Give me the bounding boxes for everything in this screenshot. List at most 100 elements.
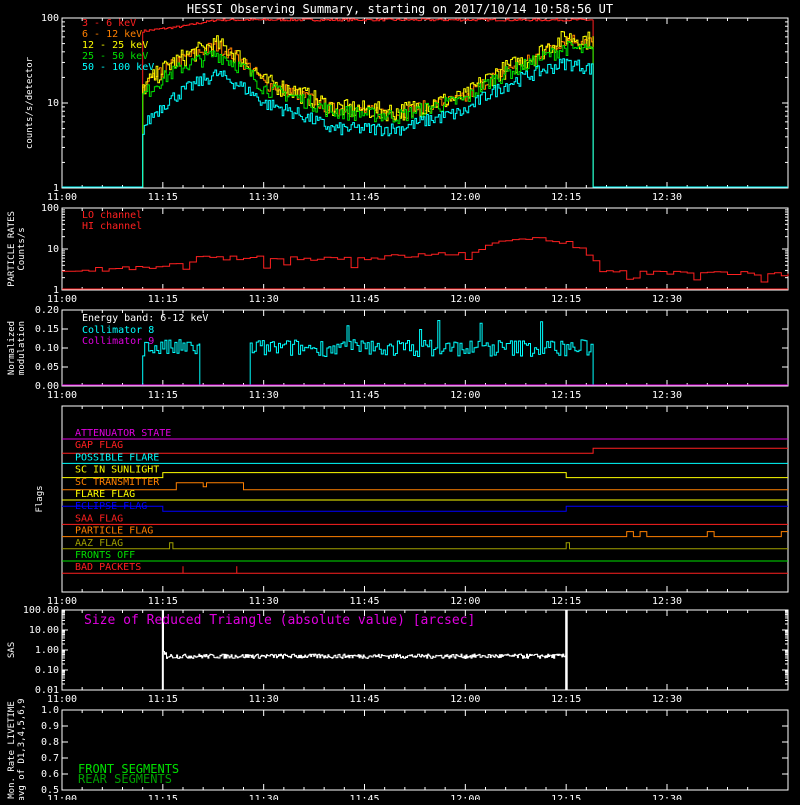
- rates-y-tick-label: 100: [41, 13, 59, 24]
- livetime-legend-entry: REAR SEGMENTS: [78, 772, 172, 786]
- livetime-y-tick-label: 0.9: [41, 721, 59, 732]
- modulation-legend-entry: Collimator 8: [82, 325, 154, 336]
- particle-time-label: 11:30: [249, 294, 279, 305]
- livetime-y-tick-label: 1.0: [41, 705, 59, 716]
- modulation-collimator-8-line: [62, 320, 788, 386]
- livetime-time-label: 11:15: [148, 794, 178, 800]
- modulation-time-label: 12:30: [652, 390, 682, 401]
- flag-line-3: [62, 472, 788, 479]
- modulation-annotation: Energy band: 6-12 keV: [82, 313, 208, 324]
- flag-label: SC TRANSMITTER: [75, 477, 160, 488]
- rates-y-tick-label: 10: [47, 98, 59, 109]
- livetime-time-label: 12:15: [551, 794, 581, 800]
- rates-series-line-2: [62, 31, 788, 188]
- livetime-legend-entry: FRONT SEGMENTS: [78, 762, 179, 776]
- livetime-y-tick-label: 0.5: [41, 785, 59, 796]
- flag-label: ECLIPSE FLAG: [75, 501, 147, 512]
- flag-label: SC IN SUNLIGHT: [75, 465, 159, 476]
- livetime-time-label: 11:45: [349, 794, 379, 800]
- flags-y-axis-label: Flags: [35, 485, 45, 512]
- flags-time-label: 11:15: [148, 596, 178, 607]
- flag-label: POSSIBLE FLARE: [75, 452, 159, 463]
- rates-time-label: 11:00: [47, 192, 77, 203]
- sas-y-tick-label: 10.00: [29, 625, 59, 636]
- flags-time-label: 11:00: [47, 596, 77, 607]
- modulation-time-label: 11:15: [148, 390, 178, 401]
- rates-series-line-3: [62, 41, 788, 188]
- rates-time-label: 12:00: [450, 192, 480, 203]
- livetime-y-tick-label: 0.6: [41, 769, 59, 780]
- flags-time-label: 11:30: [249, 596, 279, 607]
- flag-line-4: [62, 482, 788, 491]
- sas-y-tick-label: 0.10: [35, 665, 59, 676]
- sas-time-label: 11:30: [249, 694, 279, 705]
- flag-label: BAD PACKETS: [75, 562, 141, 573]
- rates-time-label: 11:45: [349, 192, 379, 203]
- flags-time-label: 12:15: [551, 596, 581, 607]
- livetime-time-label: 12:30: [652, 794, 682, 800]
- particle-time-label: 12:00: [450, 294, 480, 305]
- particle-y-tick-label: 100: [41, 203, 59, 214]
- flag-label: FLARE FLAG: [75, 489, 135, 500]
- particle-y-axis-label: PARTICLE RATES: [7, 211, 17, 287]
- sas-time-label: 12:30: [652, 694, 682, 705]
- rates-legend-entry: 6 - 12 keV: [82, 29, 142, 40]
- flag-label: ATTENUATOR STATE: [75, 428, 171, 439]
- particle-legend-entry: HI channel: [82, 221, 142, 232]
- modulation-time-label: 12:15: [551, 390, 581, 401]
- flags-time-label: 12:30: [652, 596, 682, 607]
- modulation-y-axis-label: Normalized: [7, 321, 17, 375]
- particle-legend-entry: LO channel: [82, 210, 142, 221]
- rates-legend-entry: 12 - 25 keV: [82, 40, 148, 51]
- livetime-y-tick-label: 0.8: [41, 737, 59, 748]
- livetime-y-axis-label: Mon. Rate LIVETIME: [7, 701, 17, 799]
- sas-y-tick-label: 100.00: [23, 605, 59, 616]
- flag-label: PARTICLE FLAG: [75, 526, 153, 537]
- sas-time-label: 11:45: [349, 694, 379, 705]
- rates-y-tick-label: 1: [53, 183, 59, 194]
- rates-legend-entry: 50 - 100 keV: [82, 62, 154, 73]
- flag-line-1: [62, 447, 788, 454]
- livetime-y-tick-label: 0.7: [41, 753, 59, 764]
- modulation-time-label: 11:30: [249, 390, 279, 401]
- rates-time-label: 12:30: [652, 192, 682, 203]
- rates-y-axis-label: counts/s/detector: [25, 56, 35, 149]
- sas-time-label: 11:15: [148, 694, 178, 705]
- sas-time-label: 11:00: [47, 694, 77, 705]
- particle-y-tick-label: 10: [47, 244, 59, 255]
- sas-y-tick-label: 1.00: [35, 645, 59, 656]
- flag-line-8: [62, 531, 788, 538]
- rates-time-label: 12:15: [551, 192, 581, 203]
- sas-y-tick-label: 0.01: [35, 685, 59, 696]
- rates-series-line-4: [62, 58, 788, 188]
- modulation-y-tick-label: 0.05: [35, 362, 59, 373]
- modulation-time-label: 12:00: [450, 390, 480, 401]
- particle-time-label: 11:00: [47, 294, 77, 305]
- particle-y-axis-label: Counts/s: [17, 227, 27, 270]
- modulation-time-label: 11:45: [349, 390, 379, 401]
- sas-time-label: 12:15: [551, 694, 581, 705]
- rates-time-label: 11:15: [148, 192, 178, 203]
- modulation-legend-entry: Collimator 9: [82, 336, 154, 347]
- flag-label: SAA FLAG: [75, 513, 123, 524]
- flag-label: FRONTS OFF: [75, 550, 135, 561]
- sas-annotation: Size of Reduced Triangle (absolute value…: [84, 613, 475, 628]
- modulation-time-label: 11:00: [47, 390, 77, 401]
- particle-time-label: 11:15: [148, 294, 178, 305]
- flag-label: GAP FLAG: [75, 440, 123, 451]
- sas-triangle-size-line: [162, 609, 568, 690]
- sas-time-label: 12:00: [450, 694, 480, 705]
- particle-lo-channel-line: [62, 237, 789, 283]
- flag-line-9: [62, 542, 788, 550]
- livetime-time-label: 11:30: [249, 794, 279, 800]
- rates-legend-entry: 25 - 50 keV: [82, 51, 148, 62]
- livetime-time-label: 12:00: [450, 794, 480, 800]
- rates-time-label: 11:30: [249, 192, 279, 203]
- rates-series-line-0: [62, 18, 788, 188]
- modulation-y-tick-label: 0.15: [35, 324, 59, 335]
- flags-time-label: 11:45: [349, 596, 379, 607]
- modulation-y-tick-label: 0.20: [35, 305, 59, 316]
- flag-line-6: [62, 505, 788, 512]
- sas-y-axis-label: SAS: [7, 642, 17, 658]
